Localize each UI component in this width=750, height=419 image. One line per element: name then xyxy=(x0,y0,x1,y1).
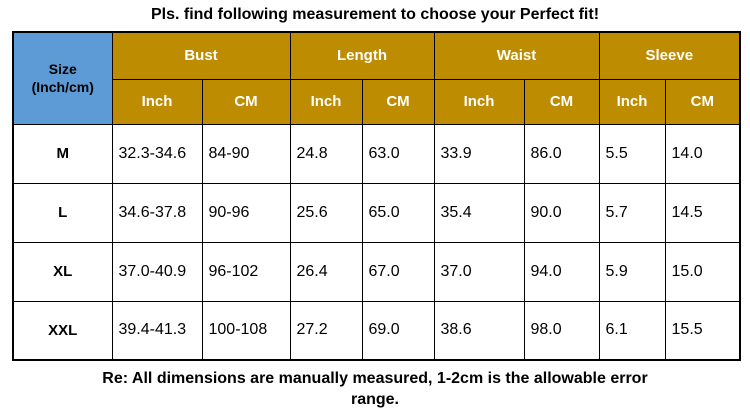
table-cell: 25.6 xyxy=(289,182,363,243)
unit-header: Inch xyxy=(289,78,363,125)
table-cell: 63.0 xyxy=(361,123,435,184)
table-cell: 100-108 xyxy=(201,300,291,361)
table-cell: 67.0 xyxy=(361,241,435,302)
unit-header: CM xyxy=(664,78,741,125)
group-header-length: Length xyxy=(289,31,435,80)
table-cell: 27.2 xyxy=(289,300,363,361)
table-cell: 84-90 xyxy=(201,123,291,184)
group-header-waist: Waist xyxy=(433,31,600,80)
unit-header: CM xyxy=(361,78,435,125)
table-cell: 5.7 xyxy=(598,182,666,243)
table-cell: 24.8 xyxy=(289,123,363,184)
group-header-bust: Bust xyxy=(111,31,291,80)
page-title: Pls. find following measurement to choos… xyxy=(150,6,600,23)
table-cell: 37.0-40.9 xyxy=(111,241,203,302)
unit-header: CM xyxy=(523,78,600,125)
footnote-line-1: Re: All dimensions are manually measured… xyxy=(102,370,648,387)
table-cell: 33.9 xyxy=(433,123,525,184)
unit-header: CM xyxy=(201,78,291,125)
footnote-line-2: range. xyxy=(350,391,399,408)
unit-header: Inch xyxy=(598,78,666,125)
table-cell: 96-102 xyxy=(201,241,291,302)
size-header-units: (Inch/cm) xyxy=(31,79,94,96)
table-row: L 34.6-37.8 90-96 25.6 65.0 35.4 90.0 5.… xyxy=(12,182,741,243)
table-cell: 90.0 xyxy=(523,182,600,243)
size-chart-table: Size (Inch/cm) Bust Length Waist Sleeve … xyxy=(12,31,742,361)
size-label: L xyxy=(12,182,113,243)
unit-header: Inch xyxy=(111,78,203,125)
table-cell: 5.5 xyxy=(598,123,666,184)
size-header-cell: Size (Inch/cm) xyxy=(12,31,113,125)
table-cell: 39.4-41.3 xyxy=(111,300,203,361)
table-cell: 94.0 xyxy=(523,241,600,302)
size-header-label: Size xyxy=(48,61,77,78)
table-cell: 35.4 xyxy=(433,182,525,243)
unit-header: Inch xyxy=(433,78,525,125)
table-cell: 14.0 xyxy=(664,123,741,184)
table-cell: 26.4 xyxy=(289,241,363,302)
table-cell: 86.0 xyxy=(523,123,600,184)
footnote: Re: All dimensions are manually measured… xyxy=(0,368,750,410)
table-cell: 37.0 xyxy=(433,241,525,302)
table-cell: 69.0 xyxy=(361,300,435,361)
table-cell: 15.0 xyxy=(664,241,741,302)
group-header-sleeve: Sleeve xyxy=(598,31,741,80)
size-label: XL xyxy=(12,241,113,302)
table-row: M 32.3-34.6 84-90 24.8 63.0 33.9 86.0 5.… xyxy=(12,123,741,184)
table-cell: 65.0 xyxy=(361,182,435,243)
table-row: XXL 39.4-41.3 100-108 27.2 69.0 38.6 98.… xyxy=(12,300,741,361)
table-cell: 38.6 xyxy=(433,300,525,361)
table-cell: 34.6-37.8 xyxy=(111,182,203,243)
table-row: XL 37.0-40.9 96-102 26.4 67.0 37.0 94.0 … xyxy=(12,241,741,302)
table-cell: 5.9 xyxy=(598,241,666,302)
table-cell: 15.5 xyxy=(664,300,741,361)
size-label: XXL xyxy=(12,300,113,361)
size-label: M xyxy=(12,123,113,184)
table-cell: 14.5 xyxy=(664,182,741,243)
header-row-units: Inch CM Inch CM Inch CM Inch CM xyxy=(13,78,741,125)
table-cell: 32.3-34.6 xyxy=(111,123,203,184)
header-row-groups: Size (Inch/cm) Bust Length Waist Sleeve xyxy=(12,31,741,125)
table-cell: 90-96 xyxy=(201,182,291,243)
table-cell: 6.1 xyxy=(598,300,666,361)
table-cell: 98.0 xyxy=(523,300,600,361)
